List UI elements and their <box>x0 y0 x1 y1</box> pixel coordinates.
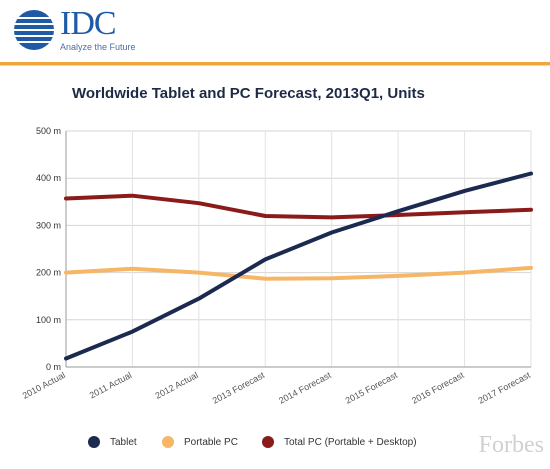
chart-title: Worldwide Tablet and PC Forecast, 2013Q1… <box>72 85 425 102</box>
x-axis-ticks: 2010 Actual 2011 Actual 2012 Actual 2013 Fo… <box>21 370 533 406</box>
logo-text: IDC <box>60 5 117 42</box>
header: IDC Analyze the Future <box>0 0 550 62</box>
series-layer <box>64 171 533 361</box>
x-tick-label: 2016 Forecast <box>410 370 466 406</box>
x-tick-label: 2015 Forecast <box>344 370 400 406</box>
y-tick-label: 300 m <box>36 220 61 230</box>
x-tick-label: 2017 Forecast <box>476 370 532 406</box>
y-tick-label: 200 m <box>36 268 61 278</box>
x-tick-label: 2011 Actual <box>88 370 134 401</box>
legend-marker <box>162 436 174 448</box>
series-line-tablet <box>64 171 533 361</box>
series-line-portable-pc <box>64 265 533 281</box>
y-tick-label: 500 m <box>36 126 61 136</box>
grid-layer <box>65 130 532 368</box>
watermark: Forbes <box>478 432 544 458</box>
legend-marker <box>88 436 100 448</box>
header-rule-shadow <box>0 65 550 66</box>
y-tick-label: 0 m <box>46 362 61 372</box>
logo-tagline: Analyze the Future <box>60 42 136 52</box>
legend-label: Tablet <box>110 437 137 448</box>
globe-logo-icon <box>14 10 54 50</box>
legend-label: Portable PC <box>184 437 238 448</box>
legend-marker <box>262 436 274 448</box>
header-rule <box>0 62 550 65</box>
y-axis-ticks: 0 m 100 m 200 m 300 m 400 m 500 m <box>36 126 61 372</box>
x-tick-label: 2012 Actual <box>154 370 200 401</box>
x-tick-label: 2013 Forecast <box>211 370 267 406</box>
y-tick-label: 100 m <box>36 315 61 325</box>
legend-label: Total PC (Portable + Desktop) <box>284 437 417 448</box>
x-tick-label: 2014 Forecast <box>277 370 333 406</box>
y-tick-label: 400 m <box>36 173 61 183</box>
x-tick-label: 2010 Actual <box>21 370 67 401</box>
series-line-total-pc-portable-desktop <box>64 193 533 220</box>
